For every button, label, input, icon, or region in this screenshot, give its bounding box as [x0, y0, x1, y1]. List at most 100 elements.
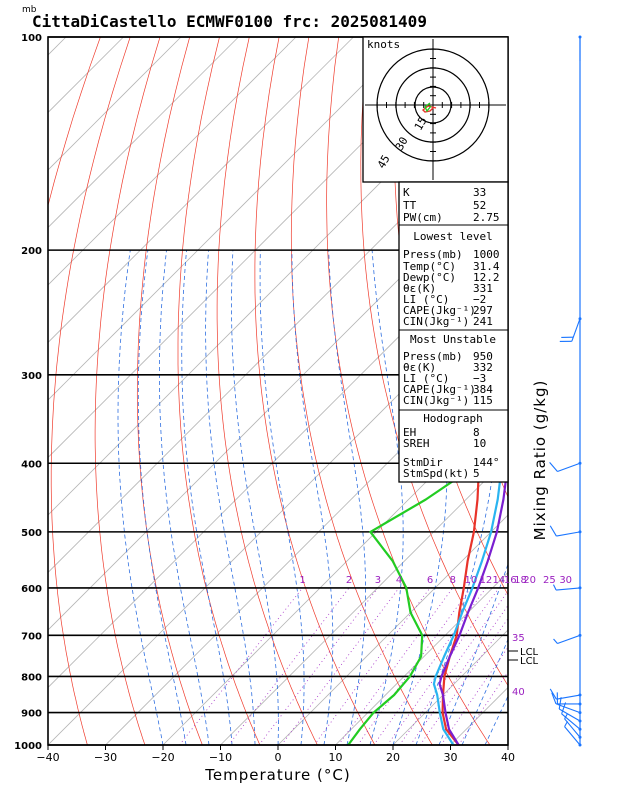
mu-press-value: 950: [473, 350, 493, 363]
ll-cape-label: CAPE(Jkg⁻¹): [403, 304, 476, 317]
wind-barb-shaft: [556, 694, 581, 700]
wind-barb-shaft: [557, 462, 581, 472]
eh-label: EH: [403, 426, 416, 439]
stmdir-label: StmDir: [403, 456, 443, 469]
wind-barb-dot: [578, 586, 582, 590]
mu-li-label: LI (°C): [403, 372, 449, 385]
isotherm-line: [48, 37, 182, 171]
ll-theta-label: θε(K): [403, 282, 436, 295]
mu-cin-value: 115: [473, 394, 493, 407]
moist-adiabat-line: [181, 250, 233, 745]
isotherm-line: [48, 37, 469, 459]
wind-barb-shaft: [564, 726, 581, 746]
mu-theta-value: 332: [473, 361, 493, 374]
wind-barb-shaft: [561, 713, 581, 730]
mixing-ratio-line: [228, 587, 350, 745]
tt-value: 52: [473, 199, 486, 212]
stmspd-value: 5: [473, 467, 480, 480]
wind-barb-dot: [578, 461, 582, 465]
ll-press-label: Press(mb): [403, 248, 463, 261]
isotherm-line: [48, 37, 412, 401]
mixing-ratio-label: 3: [375, 575, 381, 586]
mixing-ratio-line: [399, 590, 508, 745]
temperature-tick-label: 20: [386, 751, 400, 764]
dry-adiabat-line: [50, 37, 131, 745]
mixing-ratio-line: [313, 587, 431, 745]
hodograph-unit: knots: [367, 38, 400, 51]
ll-cin-value: 241: [473, 315, 493, 328]
dry-adiabat-line: [94, 37, 161, 745]
ll-theta-value: 331: [473, 282, 493, 295]
dry-adiabat-line: [577, 37, 618, 745]
k-label: K: [403, 186, 410, 199]
moist-adiabat-line: [137, 250, 187, 745]
dry-adiabat-line: [136, 37, 203, 745]
temperature-tick-label: −30: [94, 751, 117, 764]
ll-li-label: LI (°C): [403, 293, 449, 306]
pressure-tick-label: 800: [21, 672, 42, 683]
lcl-label-1: LCL: [520, 647, 539, 658]
wind-barb-dot: [578, 35, 582, 39]
dry-adiabat-line: [547, 37, 618, 745]
ll-temp-label: Temp(°C): [403, 260, 456, 273]
mixing-ratio-line: [387, 587, 500, 745]
stmdir-value: 144°: [473, 456, 500, 469]
most-unstable-heading: Most Unstable: [410, 333, 496, 346]
wind-barb-dot: [578, 693, 582, 697]
isotherm-line: [48, 37, 354, 344]
mixing-ratio-label: 1: [299, 575, 305, 586]
pressure-tick-label: 200: [21, 246, 42, 257]
isotherm-line: [48, 169, 508, 631]
moist-adiabat-line: [328, 250, 366, 745]
wind-barb-flag: [549, 525, 557, 537]
pressure-tick-labels: 100 200 300 400 500 600 700 800 900 1000: [14, 33, 42, 752]
ll-cin-label: CIN(Jkg⁻¹): [403, 315, 469, 328]
indices-table: K 33 TT 52 PW(cm) 2.75 Lowest level Pres…: [398, 181, 509, 483]
wind-barb-flag: [549, 462, 558, 472]
pressure-tick-label: 300: [21, 371, 42, 382]
isotherm-line: [48, 37, 297, 286]
isotherm-line: [48, 37, 124, 114]
y-axis-label: Mixing Ratio (g/kg): [531, 380, 549, 541]
mu-theta-label: θε(K): [403, 361, 436, 374]
temperature-tick-label: 0: [275, 751, 282, 764]
wind-barb-flag: [564, 713, 568, 720]
wind-barb-flag: [549, 688, 557, 700]
temperature-tick-label: −10: [209, 751, 232, 764]
wind-barb: [561, 702, 582, 731]
mixing-ratio-line: [338, 587, 454, 745]
pressure-tick-label: 700: [21, 631, 42, 642]
moist-adiabat-line: [507, 744, 508, 745]
stmspd-label: StmSpd(kt): [403, 467, 469, 480]
moist-adiabat-line: [291, 250, 334, 745]
eh-value: 8: [473, 426, 480, 439]
pressure-tick-label: 500: [21, 528, 42, 539]
hodograph: knots 15 30 45: [362, 36, 509, 183]
mixing-ratio-label: 20: [523, 575, 536, 586]
mu-press-label: Press(mb): [403, 350, 463, 363]
moist-adiabat-line: [159, 250, 210, 745]
sreh-value: 10: [473, 437, 486, 450]
wind-barb: [552, 584, 582, 591]
pw-label: PW(cm): [403, 211, 443, 224]
ll-press-value: 1000: [473, 248, 500, 261]
wind-barb: [549, 461, 582, 472]
pressure-tick-label: 100: [21, 33, 42, 44]
wind-barb-dot: [578, 711, 582, 715]
ll-dewp-label: Dewp(°C): [403, 271, 456, 284]
dry-adiabat-line: [48, 37, 101, 208]
hodo-ring-label-45: 45: [375, 153, 393, 171]
temperature-tick-label: 10: [329, 751, 343, 764]
moist-adiabat-line: [205, 250, 256, 745]
hodograph-rings: [365, 39, 506, 180]
mixing-ratio-line: [410, 604, 508, 745]
mixing-ratio-label: 6: [427, 575, 433, 586]
mu-cin-label: CIN(Jkg⁻¹): [403, 394, 469, 407]
wind-barb-dot: [578, 743, 582, 747]
ll-cape-value: 297: [473, 304, 493, 317]
pressure-tick-label: 1000: [14, 741, 42, 752]
mixing-ratio-label: 12: [480, 575, 493, 586]
hodograph-trace-green: [424, 102, 432, 113]
dry-adiabat-line: [216, 37, 318, 745]
